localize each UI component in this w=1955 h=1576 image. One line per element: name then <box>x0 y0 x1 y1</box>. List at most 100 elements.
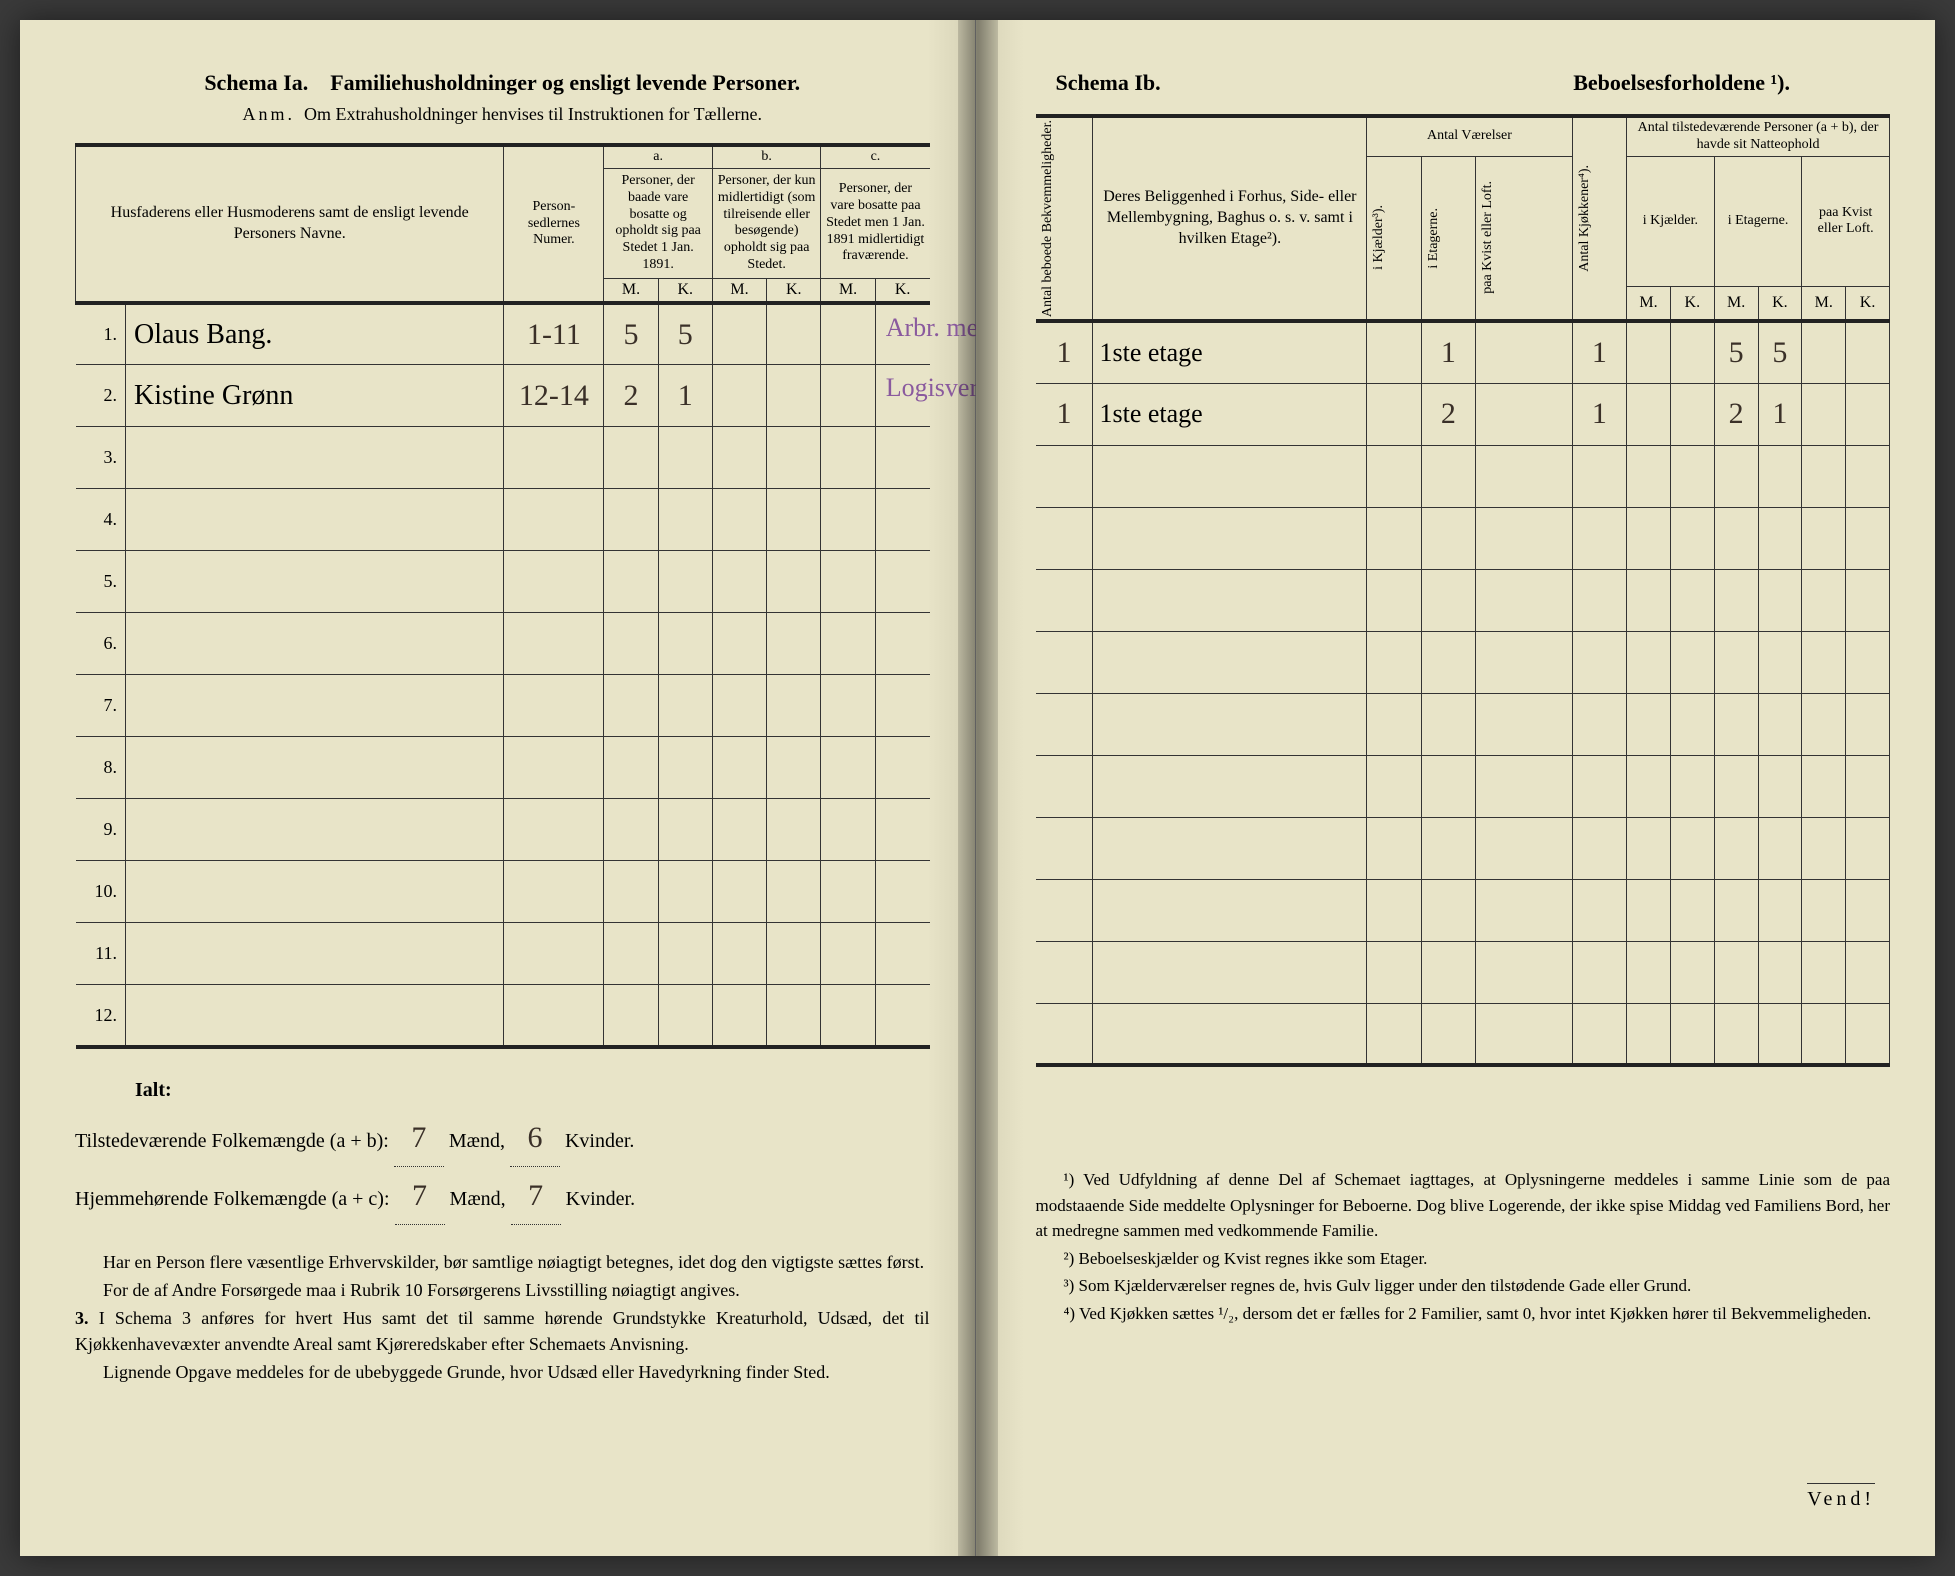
kjok-cell <box>1572 631 1626 693</box>
em-cell <box>1714 631 1758 693</box>
bk-cell <box>767 799 821 861</box>
col-tilstede: Antal tilstedeværende Personer (a + b), … <box>1627 116 1890 156</box>
schema-1b-title: Schema Ib. Beboelsesforholdene ¹). <box>1036 70 1891 96</box>
et-cell <box>1421 445 1475 507</box>
pk-cell <box>1846 1003 1890 1065</box>
belig-cell <box>1093 569 1367 631</box>
row-num: 4. <box>76 489 126 551</box>
am-cell: 5 <box>604 303 658 365</box>
bk-cell <box>767 303 821 365</box>
col-a-desc: Personer, der baade vare bosatte og opho… <box>604 168 713 278</box>
belig-cell <box>1093 445 1367 507</box>
table-row: 11ste etage1155 <box>1036 321 1890 383</box>
ak-cell <box>658 675 712 737</box>
row-num: 7. <box>76 675 126 737</box>
col-kv: paa Kvist eller Loft. <box>1476 156 1573 321</box>
bk-cell <box>767 737 821 799</box>
bm-cell <box>712 985 766 1047</box>
km-cell <box>1627 817 1671 879</box>
ak-cell: 1 <box>658 365 712 427</box>
cm-cell <box>821 737 875 799</box>
ek-cell: 5 <box>1758 321 1802 383</box>
table-row: 6. <box>76 613 930 675</box>
col-belig: Deres Beliggenhed i Forhus, Side- eller … <box>1093 116 1367 321</box>
col-c-desc: Personer, der vare bosatte paa Stedet me… <box>821 168 930 278</box>
et-cell <box>1421 631 1475 693</box>
vend-label: Vend! <box>1807 1483 1875 1511</box>
cm-cell <box>821 365 875 427</box>
kv-cell <box>1476 631 1573 693</box>
kj-cell <box>1367 817 1421 879</box>
ek-cell <box>1758 755 1802 817</box>
cm-cell <box>821 551 875 613</box>
table-row: 3. <box>76 427 930 489</box>
row-num: 8. <box>76 737 126 799</box>
ck-cell <box>875 613 929 675</box>
bekv-cell <box>1036 445 1093 507</box>
name-cell <box>125 737 503 799</box>
ek-cell <box>1758 507 1802 569</box>
ak-cell <box>658 613 712 675</box>
row-num: 6. <box>76 613 126 675</box>
pk-cell <box>1846 817 1890 879</box>
kk-cell <box>1670 383 1714 445</box>
ak-cell <box>658 489 712 551</box>
table-row: 10. <box>76 861 930 923</box>
et-cell <box>1421 941 1475 1003</box>
em-cell <box>1714 569 1758 631</box>
bekv-cell <box>1036 755 1093 817</box>
schema-1b-label: Schema Ib. <box>1056 70 1161 96</box>
kjok-cell <box>1572 817 1626 879</box>
am-cell <box>604 675 658 737</box>
sedler-cell <box>504 489 604 551</box>
kjok-cell <box>1572 693 1626 755</box>
cm-cell <box>821 985 875 1047</box>
em-cell <box>1714 445 1758 507</box>
bk-cell <box>767 427 821 489</box>
ck-cell: Arbr. mek Værksted <box>875 303 929 365</box>
name-cell <box>125 799 503 861</box>
pk-cell <box>1846 755 1890 817</box>
em: M. <box>1714 287 1758 321</box>
row-num: 1. <box>76 303 126 365</box>
belig-cell <box>1093 941 1367 1003</box>
bm-cell <box>712 799 766 861</box>
cm-cell <box>821 489 875 551</box>
kv-cell <box>1476 321 1573 383</box>
sedler-cell <box>504 613 604 675</box>
belig-cell <box>1093 631 1367 693</box>
anm-text: Om Extrahusholdninger henvises til Instr… <box>304 104 762 124</box>
kj-cell <box>1367 507 1421 569</box>
et-cell: 1 <box>1421 321 1475 383</box>
am-cell <box>604 923 658 985</box>
kjok-cell <box>1572 941 1626 1003</box>
km-cell <box>1627 755 1671 817</box>
ek-cell <box>1758 941 1802 1003</box>
ek-cell <box>1758 1003 1802 1065</box>
pk-cell <box>1846 693 1890 755</box>
table-row: 9. <box>76 799 930 861</box>
table-row: 4. <box>76 489 930 551</box>
kv-cell <box>1476 507 1573 569</box>
hjemme-line: Hjemmehørende Folkemængde (a + c): 7 Mæn… <box>75 1167 930 1225</box>
bekv-cell <box>1036 941 1093 1003</box>
kv-cell <box>1476 383 1573 445</box>
row-num: 11. <box>76 923 126 985</box>
kk-cell <box>1670 631 1714 693</box>
row-num: 9. <box>76 799 126 861</box>
pk-cell <box>1846 321 1890 383</box>
km-cell <box>1627 631 1671 693</box>
bekv-cell <box>1036 1003 1093 1065</box>
em-cell <box>1714 879 1758 941</box>
name-cell: Olaus Bang. <box>125 303 503 365</box>
et-cell <box>1421 1003 1475 1065</box>
kj-cell <box>1367 1003 1421 1065</box>
c-k: K. <box>875 278 929 303</box>
kv-cell <box>1476 569 1573 631</box>
kk: K. <box>1670 287 1714 321</box>
sedler-cell <box>504 799 604 861</box>
kjok-cell: 1 <box>1572 383 1626 445</box>
km-cell <box>1627 321 1671 383</box>
pk-cell <box>1846 879 1890 941</box>
kk-cell <box>1670 569 1714 631</box>
